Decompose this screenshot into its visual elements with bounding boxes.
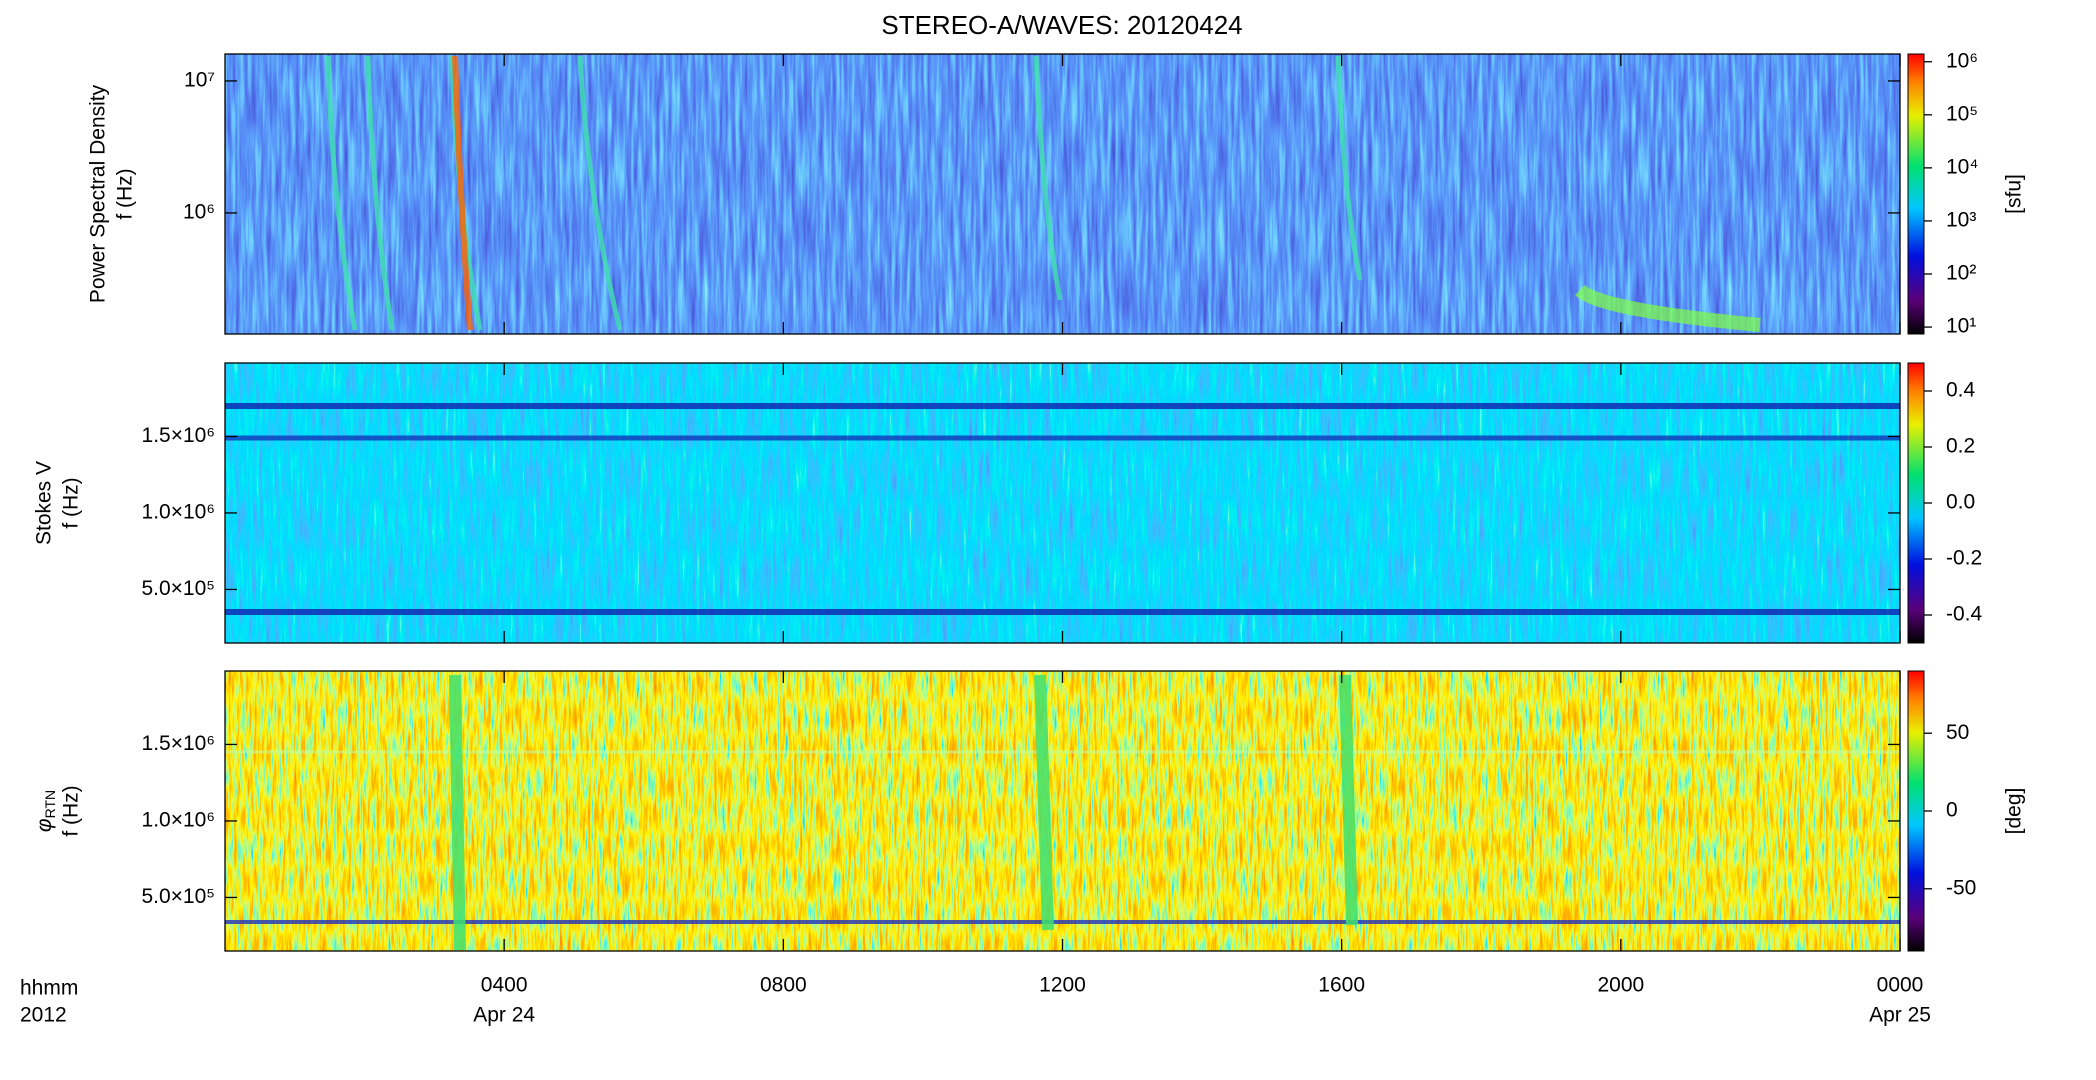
x-axis-year: 2012 [20,1004,67,1027]
colorbar-tick-label: -0.2 [1946,547,1982,570]
colorbar-tick-label: 0.2 [1946,435,1975,458]
colorbar-label: [sfu] [2003,174,2026,214]
x-axis-label: hhmm [20,977,78,1000]
colorbar-tick-label: 10⁴ [1946,155,1978,178]
colorbar-tick-label: 0 [1946,799,1958,822]
colorbar-tick-label: 50 [1946,721,1969,744]
colorbar-tick-label: 10⁶ [1946,49,1978,72]
colorbar-label: [deg] [2003,788,2026,835]
colorbar [1907,53,1925,335]
colorbar-tick-label: 10³ [1946,208,1976,231]
y-tick-label: 5.0×10⁵ [141,577,215,600]
y-tick-label: 1.5×10⁶ [142,732,215,755]
spectrogram [225,363,1900,643]
y-tick-label: 1.0×10⁶ [142,808,215,831]
spectrogram-features [225,55,1900,951]
y-axis-label: Power Spectral Density [87,84,110,303]
y-axis-symbol: φ [33,818,56,832]
x-tick-label: 2000 [1597,974,1644,997]
y-tick-label: 10⁶ [183,200,215,223]
x-date-label: Apr 25 [1869,1004,1931,1027]
y-axis-subscript: RTN [42,790,58,819]
y-axis-label: f (Hz) [114,168,137,219]
y-tick-label: 1.5×10⁶ [142,424,215,447]
colorbar-tick-label: 10¹ [1946,315,1976,338]
x-tick-label: 1200 [1039,974,1086,997]
colorbar-tick-label: 10⁵ [1946,102,1978,125]
y-tick-label: 1.0×10⁶ [142,500,215,523]
y-axis-label: φRTN [33,790,58,832]
x-tick-label: 0400 [481,974,528,997]
colorbar [1907,362,1925,644]
chart-title: STEREO-A/WAVES: 20120424 [881,10,1242,40]
colorbar-tick-label: 0.0 [1946,491,1975,514]
colorbar-tick-label: 0.4 [1946,379,1976,402]
colorbar-tick-label: -50 [1946,876,1976,899]
colorbar [1907,670,1925,952]
y-tick-label: 5.0×10⁵ [141,885,215,908]
y-tick-label: 10⁷ [184,68,215,91]
colorbar-tick-label: 10² [1946,262,1976,285]
y-axis-label: f (Hz) [60,477,83,528]
colorbar-tick-label: -0.4 [1946,603,1983,626]
y-axis-label: f (Hz) [60,785,83,836]
spectrogram [225,54,1900,334]
x-tick-label: 1600 [1318,974,1365,997]
x-tick-label: 0800 [760,974,807,997]
x-tick-label: 0000 [1877,974,1924,997]
spectrogram [225,671,1900,951]
y-axis-label: Stokes V [33,461,56,545]
x-date-label: Apr 24 [473,1004,535,1027]
